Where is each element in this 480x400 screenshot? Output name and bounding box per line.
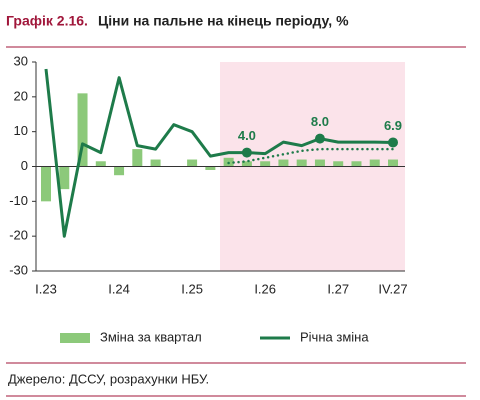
x-tick-label: I.25 xyxy=(181,281,203,296)
bar xyxy=(205,166,216,170)
bar xyxy=(59,166,70,190)
value-label: 4.0 xyxy=(238,128,256,143)
y-tick-label: 30 xyxy=(14,53,28,68)
value-label: 8.0 xyxy=(311,114,329,129)
bar xyxy=(388,159,398,167)
bar xyxy=(241,161,252,167)
bar xyxy=(314,159,325,167)
bar xyxy=(369,159,380,167)
x-tick-label: I.27 xyxy=(327,281,349,296)
bar xyxy=(187,159,198,167)
bar xyxy=(77,93,88,167)
line xyxy=(44,68,394,238)
bar xyxy=(114,166,125,176)
chart-title: Ціни на пальне на кінець періоду, % xyxy=(98,13,349,29)
x-tick-label: I.24 xyxy=(108,281,130,296)
y-tick-label: 10 xyxy=(14,123,28,138)
legend-label: Зміна за квартал xyxy=(100,329,202,344)
bar xyxy=(150,159,161,167)
y-tick-label: 0 xyxy=(21,158,28,173)
bar xyxy=(278,159,289,167)
bar xyxy=(41,166,51,202)
chart-title-label: Графік 2.16. xyxy=(6,13,88,29)
y-tick-label: 20 xyxy=(14,88,28,103)
source: Джерело: ДССУ, розрахунки НБУ. xyxy=(8,371,209,386)
x-tick-label: IV.27 xyxy=(378,281,407,296)
y-tick-label: -30 xyxy=(9,262,28,277)
bar xyxy=(333,161,344,167)
y-tick-label: -20 xyxy=(9,228,28,243)
value-label: 6.9 xyxy=(384,118,402,133)
bar xyxy=(351,161,362,167)
point-marker xyxy=(314,133,325,144)
bar xyxy=(95,161,106,167)
x-tick-label: I.23 xyxy=(35,281,57,296)
point-marker xyxy=(241,147,252,158)
x-tick-label: I.26 xyxy=(254,281,276,296)
y-tick-label: -10 xyxy=(9,193,28,208)
bar xyxy=(132,149,143,167)
bar xyxy=(260,161,271,167)
bar xyxy=(296,159,307,167)
legend-swatch xyxy=(60,333,90,343)
legend-label: Річна зміна xyxy=(300,329,369,344)
point-marker xyxy=(388,137,398,148)
